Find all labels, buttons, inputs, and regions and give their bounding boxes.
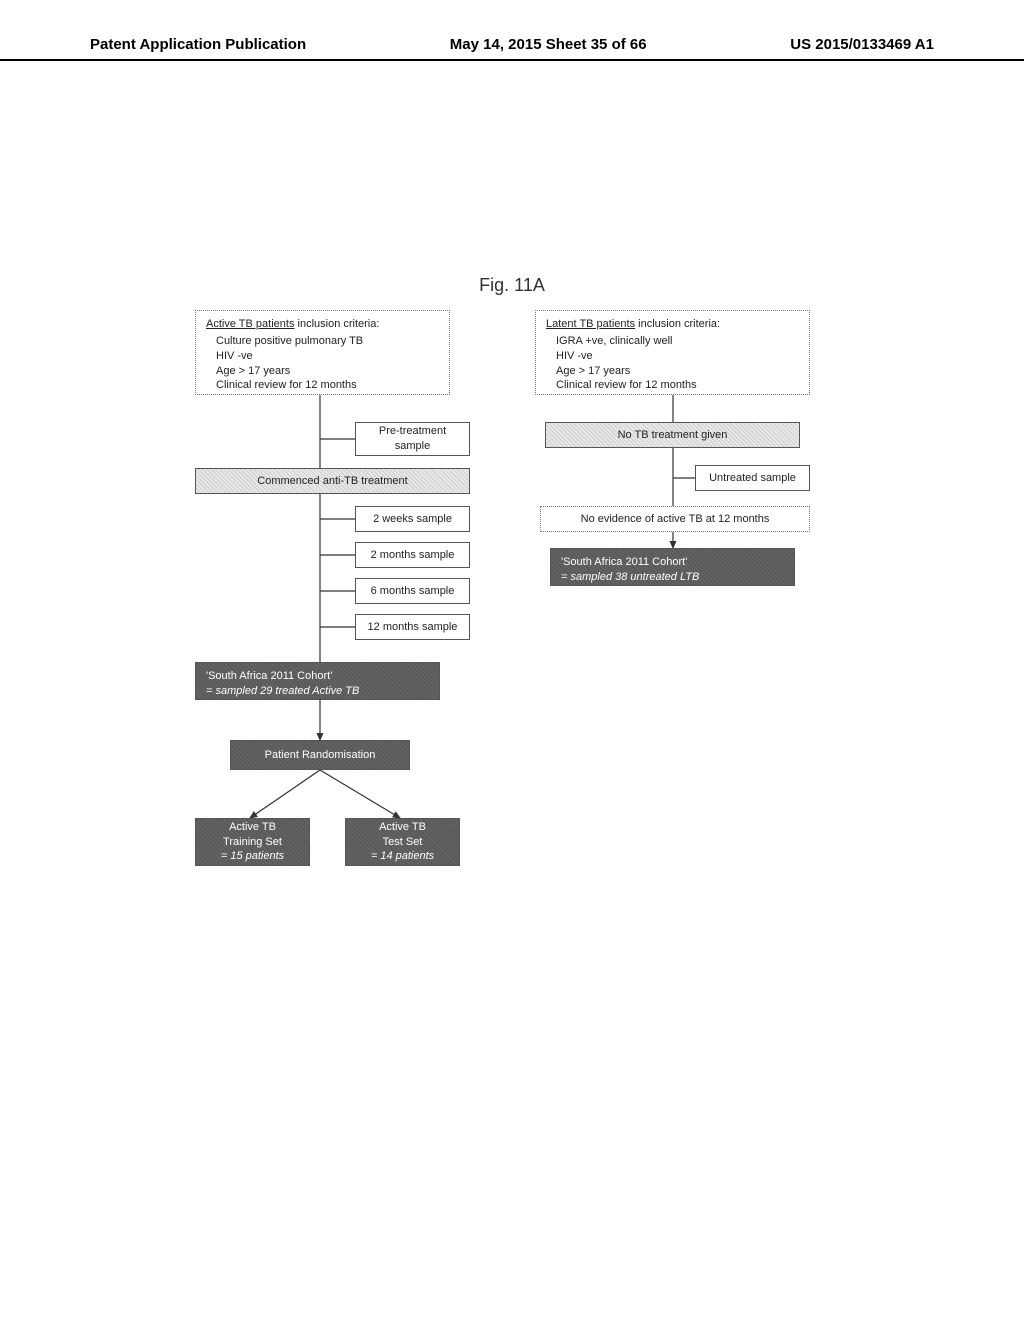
list-item: Age > 17 years bbox=[556, 364, 799, 379]
list-item: Age > 17 years bbox=[216, 364, 439, 379]
box-label: Commenced anti-TB treatment bbox=[257, 474, 407, 489]
box-no-tb-given: No TB treatment given bbox=[545, 422, 800, 448]
set-line2: Test Set bbox=[383, 835, 423, 850]
box-test-set: Active TB Test Set = 14 patients bbox=[345, 818, 460, 866]
latent-criteria-list: IGRA +ve, clinically well HIV -ve Age > … bbox=[546, 334, 799, 393]
set-line1: Active TB bbox=[229, 820, 276, 835]
box-untreated-sample: Untreated sample bbox=[695, 465, 810, 491]
cohort-title: 'South Africa 2011 Cohort' bbox=[206, 669, 429, 684]
cohort-subtitle: = sampled 29 treated Active TB bbox=[206, 684, 429, 699]
set-line1: Active TB bbox=[379, 820, 426, 835]
set-line3: = 14 patients bbox=[371, 849, 434, 864]
flowchart: Active TB patients inclusion criteria: C… bbox=[195, 310, 835, 1010]
active-criteria-tail: inclusion criteria: bbox=[294, 318, 379, 330]
box-no-evidence: No evidence of active TB at 12 months bbox=[540, 506, 810, 532]
box-randomisation: Patient Randomisation bbox=[230, 740, 410, 770]
box-latent-cohort: 'South Africa 2011 Cohort' = sampled 38 … bbox=[550, 548, 795, 586]
box-label: 2 weeks sample bbox=[373, 512, 452, 527]
header-left: Patent Application Publication bbox=[90, 36, 306, 53]
box-training-set: Active TB Training Set = 15 patients bbox=[195, 818, 310, 866]
list-item: Clinical review for 12 months bbox=[216, 378, 439, 393]
box-12-months: 12 months sample bbox=[355, 614, 470, 640]
list-item: Clinical review for 12 months bbox=[556, 378, 799, 393]
active-criteria-list: Culture positive pulmonary TB HIV -ve Ag… bbox=[206, 334, 439, 393]
box-label: No TB treatment given bbox=[618, 428, 728, 443]
list-item: Culture positive pulmonary TB bbox=[216, 334, 439, 349]
box-label: Untreated sample bbox=[709, 471, 796, 486]
box-2-months: 2 months sample bbox=[355, 542, 470, 568]
box-label: Pre-treatment sample bbox=[362, 424, 463, 454]
header-center: May 14, 2015 Sheet 35 of 66 bbox=[450, 36, 647, 53]
set-line2: Training Set bbox=[223, 835, 282, 850]
active-criteria-head: Active TB patients bbox=[206, 318, 294, 330]
box-pre-treatment: Pre-treatment sample bbox=[355, 422, 470, 456]
set-line3: = 15 patients bbox=[221, 849, 284, 864]
latent-criteria-tail: inclusion criteria: bbox=[635, 318, 720, 330]
box-latent-criteria: Latent TB patients inclusion criteria: I… bbox=[535, 310, 810, 395]
header-right: US 2015/0133469 A1 bbox=[790, 36, 934, 53]
list-item: HIV -ve bbox=[216, 349, 439, 364]
list-item: HIV -ve bbox=[556, 349, 799, 364]
box-label: Patient Randomisation bbox=[265, 748, 376, 763]
box-label: 6 months sample bbox=[371, 584, 455, 599]
box-2-weeks: 2 weeks sample bbox=[355, 506, 470, 532]
box-6-months: 6 months sample bbox=[355, 578, 470, 604]
box-label: No evidence of active TB at 12 months bbox=[581, 512, 770, 527]
patent-header: Patent Application Publication May 14, 2… bbox=[0, 36, 1024, 61]
latent-criteria-head: Latent TB patients bbox=[546, 318, 635, 330]
box-label: 12 months sample bbox=[368, 620, 458, 635]
figure-title: Fig. 11A bbox=[0, 275, 1024, 296]
cohort-subtitle: = sampled 38 untreated LTB bbox=[561, 570, 784, 585]
cohort-title: 'South Africa 2011 Cohort' bbox=[561, 555, 784, 570]
box-active-cohort: 'South Africa 2011 Cohort' = sampled 29 … bbox=[195, 662, 440, 700]
box-active-criteria: Active TB patients inclusion criteria: C… bbox=[195, 310, 450, 395]
list-item: IGRA +ve, clinically well bbox=[556, 334, 799, 349]
connectors-svg bbox=[195, 310, 835, 1010]
box-commenced: Commenced anti-TB treatment bbox=[195, 468, 470, 494]
box-label: 2 months sample bbox=[371, 548, 455, 563]
